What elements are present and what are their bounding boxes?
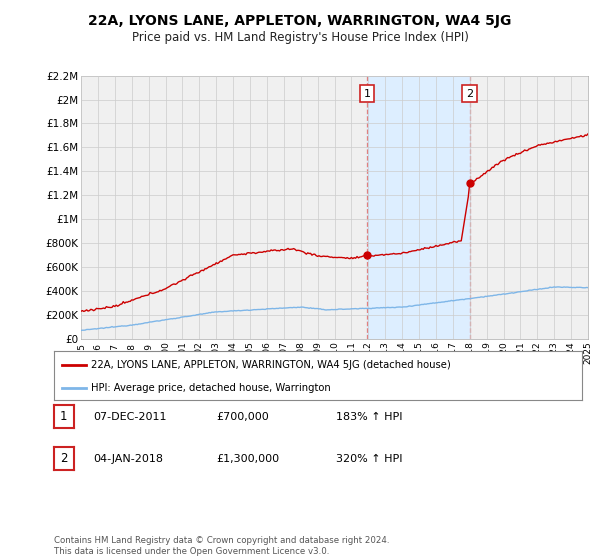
Text: 2: 2 bbox=[466, 88, 473, 99]
Text: 22A, LYONS LANE, APPLETON, WARRINGTON, WA4 5JG (detached house): 22A, LYONS LANE, APPLETON, WARRINGTON, W… bbox=[91, 360, 451, 370]
Text: 1: 1 bbox=[60, 410, 68, 423]
Text: Price paid vs. HM Land Registry's House Price Index (HPI): Price paid vs. HM Land Registry's House … bbox=[131, 31, 469, 44]
Text: £1,300,000: £1,300,000 bbox=[216, 454, 279, 464]
Bar bbox=[367, 76, 470, 339]
Text: 320% ↑ HPI: 320% ↑ HPI bbox=[336, 454, 403, 464]
Text: 22A, LYONS LANE, APPLETON, WARRINGTON, WA4 5JG: 22A, LYONS LANE, APPLETON, WARRINGTON, W… bbox=[88, 14, 512, 28]
Text: 07-DEC-2011: 07-DEC-2011 bbox=[93, 412, 167, 422]
Text: 04-JAN-2018: 04-JAN-2018 bbox=[93, 454, 163, 464]
Text: 2: 2 bbox=[60, 452, 68, 465]
Text: HPI: Average price, detached house, Warrington: HPI: Average price, detached house, Warr… bbox=[91, 383, 331, 393]
Text: 183% ↑ HPI: 183% ↑ HPI bbox=[336, 412, 403, 422]
Text: 1: 1 bbox=[364, 88, 370, 99]
Text: Contains HM Land Registry data © Crown copyright and database right 2024.
This d: Contains HM Land Registry data © Crown c… bbox=[54, 536, 389, 556]
Text: £700,000: £700,000 bbox=[216, 412, 269, 422]
